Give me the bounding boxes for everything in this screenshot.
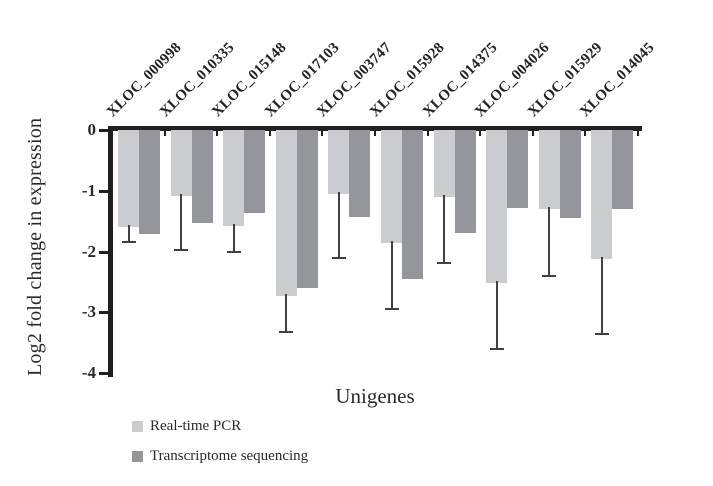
x-axis-tick	[163, 131, 166, 136]
error-bar-line	[127, 225, 130, 243]
y-tick-label: 0	[87, 120, 97, 139]
plot-area: 0 -1 -2 -3 -4 XLOC_000998 XLOC_010335 XLOC_0151…	[81, 40, 658, 382]
error-bar-cap	[594, 333, 609, 336]
bar-transcriptome-sequencing	[402, 130, 423, 280]
error-bar-cap	[121, 241, 136, 244]
bar-transcriptome-sequencing	[559, 130, 581, 219]
y-axis-tick	[99, 189, 108, 193]
bar-real-time-pcr	[486, 130, 508, 284]
y-axis-tick	[99, 129, 108, 132]
x-axis-line	[108, 126, 642, 131]
error-bar-cap	[174, 248, 189, 251]
y-axis-tick	[99, 372, 108, 375]
y-tick-label: -1	[81, 180, 96, 200]
error-bar-line	[600, 257, 603, 335]
legend-item: Real-time PCR	[132, 418, 308, 435]
x-axis-tick	[111, 131, 113, 136]
y-tick-label: -4	[81, 363, 96, 382]
error-bar-cap	[542, 274, 557, 277]
error-bar-line	[495, 281, 498, 350]
error-bar-line	[285, 294, 288, 333]
bar-real-time-pcr	[538, 130, 560, 209]
error-bar-cap	[489, 348, 504, 351]
x-axis-tick	[268, 131, 271, 136]
error-bar-line	[232, 223, 235, 253]
bar-real-time-pcr	[433, 130, 455, 197]
y-axis-tick	[99, 250, 108, 254]
error-bar-line	[180, 194, 183, 250]
bar-transcriptome-sequencing	[507, 130, 529, 208]
bar-transcriptome-sequencing	[612, 130, 634, 209]
y-axis-tick	[99, 311, 108, 315]
bar-real-time-pcr	[381, 130, 402, 243]
legend-label: Real-time PCR	[150, 418, 242, 434]
x-axis-tick	[426, 131, 429, 136]
x-axis-tick	[321, 131, 324, 136]
error-bar-line	[443, 194, 446, 264]
error-bar-cap	[279, 331, 294, 334]
bar-transcriptome-sequencing	[139, 130, 160, 235]
error-bar-line	[548, 206, 551, 276]
error-bar-line	[337, 191, 340, 259]
error-bar-cap	[226, 251, 241, 254]
x-axis-tick	[216, 131, 219, 136]
bar-transcriptome-sequencing	[244, 130, 266, 213]
y-tick-label: -3	[81, 302, 96, 322]
bar-real-time-pcr	[591, 130, 613, 260]
bar-real-time-pcr	[118, 130, 139, 228]
bar-real-time-pcr	[275, 130, 297, 297]
error-bar-line	[390, 240, 393, 310]
x-axis-tick	[637, 131, 639, 136]
bar-transcriptome-sequencing	[349, 130, 371, 218]
legend-label: Transcriptome sequencing	[150, 448, 309, 464]
bar-real-time-pcr	[223, 130, 245, 226]
bar-real-time-pcr	[328, 130, 350, 194]
x-axis-tick	[479, 131, 482, 136]
x-axis-tick	[531, 131, 534, 136]
bar-transcriptome-sequencing	[191, 130, 213, 223]
bar-transcriptome-sequencing	[296, 130, 318, 288]
legend-swatch-icon	[132, 421, 143, 432]
x-axis-title: Unigenes	[335, 384, 415, 408]
legend-swatch-icon	[132, 451, 143, 462]
error-bar-cap	[331, 257, 346, 260]
bar-transcriptome-sequencing	[454, 130, 476, 234]
y-axis-line	[108, 126, 113, 377]
y-tick-label: -2	[81, 241, 96, 261]
error-bar-cap	[437, 262, 452, 265]
x-axis-tick	[584, 131, 587, 136]
error-bar-cap	[384, 308, 399, 311]
legend: Real-time PCR Transcriptome sequencing	[132, 418, 308, 478]
legend-item: Transcriptome sequencing	[132, 448, 308, 465]
x-axis-tick	[374, 131, 376, 136]
bar-real-time-pcr	[170, 130, 192, 197]
